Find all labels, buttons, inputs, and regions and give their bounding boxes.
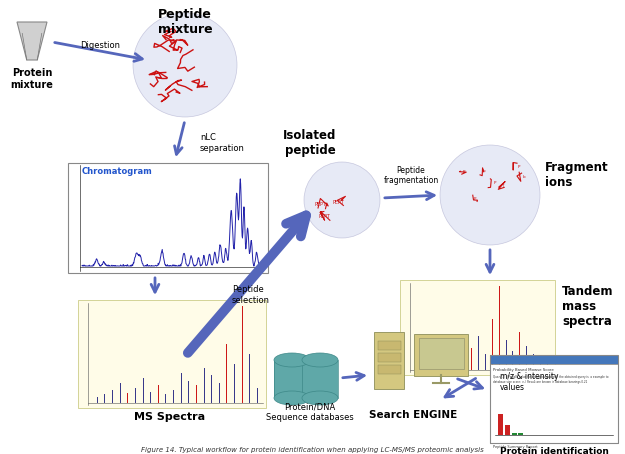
- FancyBboxPatch shape: [414, 334, 468, 376]
- Text: Chromatogram: Chromatogram: [82, 167, 152, 176]
- Text: PEPT: PEPT: [333, 200, 345, 205]
- Text: P: P: [518, 165, 520, 169]
- Ellipse shape: [274, 391, 310, 405]
- Polygon shape: [17, 22, 47, 60]
- Text: Protein
mixture: Protein mixture: [11, 68, 54, 89]
- Text: Peptide Summary Report: Peptide Summary Report: [493, 445, 538, 449]
- Text: P: P: [493, 182, 496, 185]
- FancyBboxPatch shape: [378, 340, 401, 350]
- Circle shape: [440, 145, 540, 245]
- FancyBboxPatch shape: [374, 332, 404, 389]
- Circle shape: [304, 162, 380, 238]
- Text: P: P: [473, 197, 476, 201]
- Ellipse shape: [274, 353, 310, 367]
- FancyBboxPatch shape: [302, 360, 338, 398]
- Text: MS Spectra: MS Spectra: [134, 412, 206, 422]
- Text: Peptide
fragmentation: Peptide fragmentation: [383, 166, 439, 185]
- Text: b: b: [482, 169, 485, 173]
- FancyBboxPatch shape: [518, 433, 523, 435]
- Text: Protein identification: Protein identification: [499, 447, 609, 454]
- Ellipse shape: [302, 391, 338, 405]
- FancyBboxPatch shape: [400, 280, 555, 375]
- Text: b: b: [522, 175, 525, 179]
- FancyBboxPatch shape: [490, 355, 618, 364]
- Text: Tandem
mass
spectra: Tandem mass spectra: [562, 285, 614, 328]
- Text: Search ENGINE: Search ENGINE: [369, 410, 457, 420]
- FancyBboxPatch shape: [505, 425, 510, 435]
- Text: P: P: [462, 169, 465, 173]
- FancyBboxPatch shape: [378, 352, 401, 361]
- FancyBboxPatch shape: [274, 360, 310, 398]
- Text: Peptide
mixture: Peptide mixture: [158, 8, 212, 36]
- FancyBboxPatch shape: [498, 414, 503, 435]
- FancyBboxPatch shape: [68, 163, 268, 273]
- Text: PEPT: PEPT: [318, 214, 330, 219]
- Circle shape: [133, 13, 237, 117]
- Text: Digestion: Digestion: [80, 41, 120, 50]
- Text: Figure 14. Typical workflow for protein identification when applying LC-MS/MS pr: Figure 14. Typical workflow for protein …: [141, 447, 483, 453]
- FancyBboxPatch shape: [419, 337, 464, 369]
- Text: Isolated
peptide: Isolated peptide: [283, 129, 337, 157]
- FancyBboxPatch shape: [490, 364, 618, 443]
- Text: m/z & intensity
values: m/z & intensity values: [500, 372, 559, 392]
- FancyBboxPatch shape: [512, 433, 517, 435]
- Text: Peptide
selection: Peptide selection: [232, 285, 270, 305]
- Ellipse shape: [302, 353, 338, 367]
- Text: T: T: [501, 184, 503, 188]
- Text: nLC
separation: nLC separation: [200, 133, 245, 153]
- Text: Protein/DNA
Sequence databases: Protein/DNA Sequence databases: [266, 403, 354, 422]
- Text: PEPT: PEPT: [314, 202, 326, 207]
- Text: Fragment
ions: Fragment ions: [545, 161, 609, 189]
- FancyBboxPatch shape: [78, 300, 266, 408]
- Text: Query 1: c(Pepq8) value for a tes provided with the obtained query is  a example: Query 1: c(Pepq8) value for a tes provid…: [493, 375, 609, 384]
- FancyBboxPatch shape: [378, 365, 401, 374]
- Text: Probability Based Mowse Score: Probability Based Mowse Score: [493, 368, 554, 372]
